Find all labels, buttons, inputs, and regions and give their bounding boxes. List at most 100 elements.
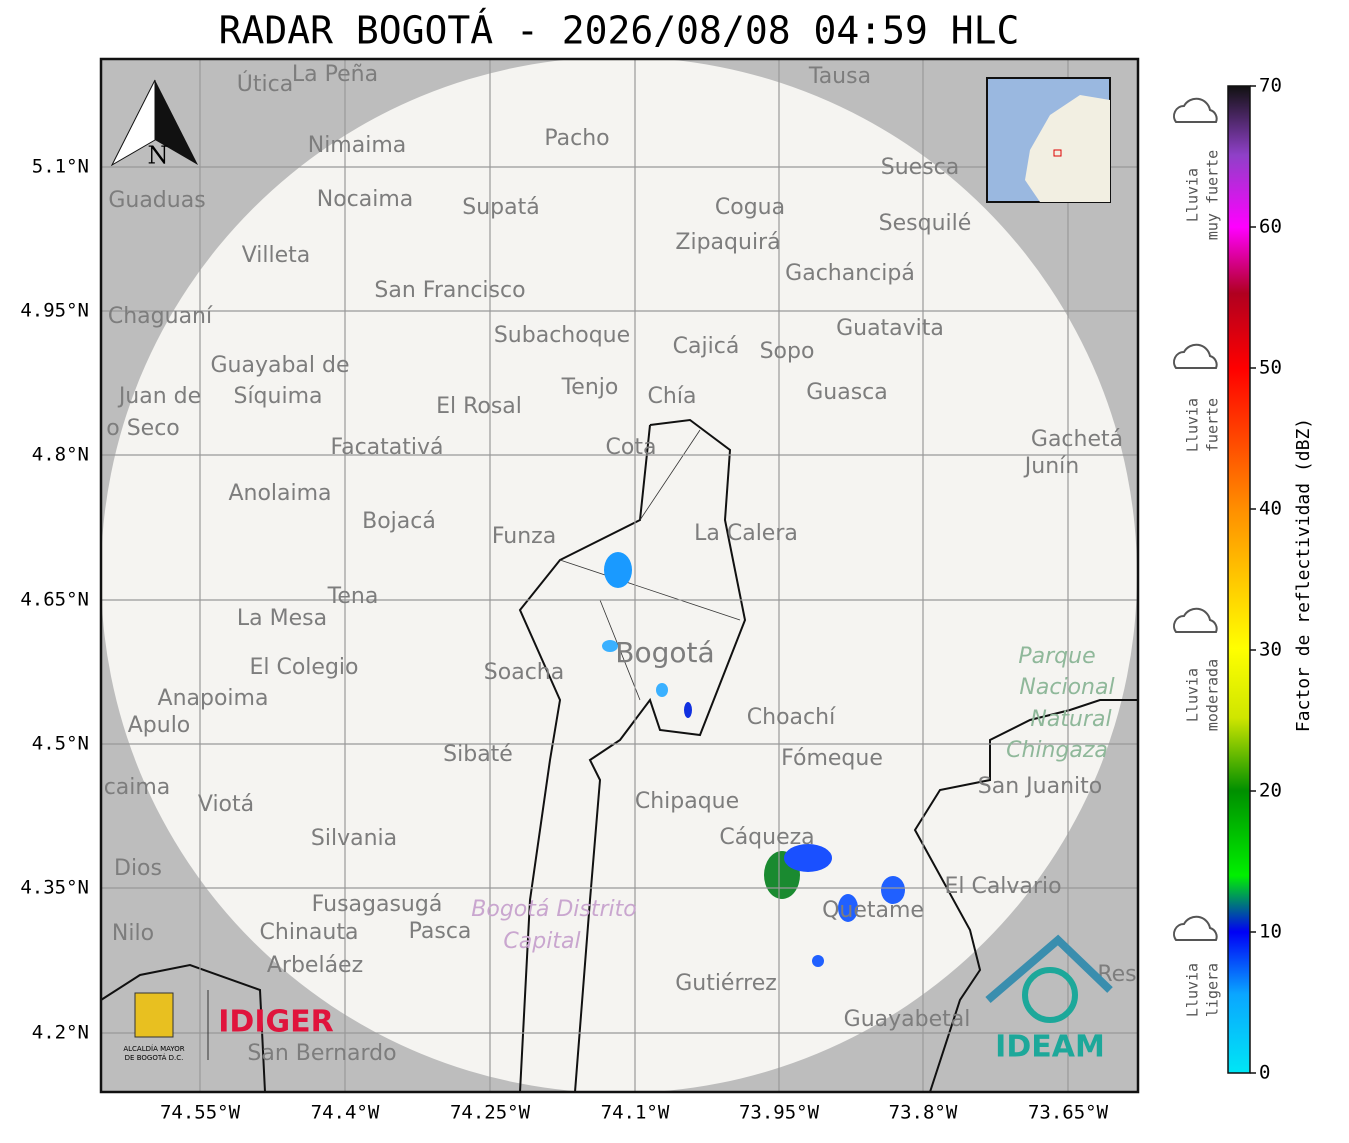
north-arrow xyxy=(155,80,198,165)
place-label: Fusagasugá xyxy=(312,892,443,917)
lon-tick-label: 74.55°W xyxy=(160,1102,241,1124)
place-label: Sibaté xyxy=(443,742,513,767)
place-label: El Rosal xyxy=(436,394,522,419)
place-label: El Colegio xyxy=(249,655,358,680)
logo-ideam: IDEAM xyxy=(995,1030,1105,1065)
boundary xyxy=(518,418,747,1092)
place-label: Funza xyxy=(492,524,556,549)
place-label: Cáqueza xyxy=(719,825,814,850)
place-label: Pasca xyxy=(409,919,472,944)
logo-text: DE BOGOTÁ D.C. xyxy=(125,1053,184,1062)
lon-tick-label: 74.25°W xyxy=(450,1102,531,1124)
place-label: Anapoima xyxy=(158,686,269,711)
colorbar-tick-label: 30 xyxy=(1259,639,1282,661)
place-label: Juan de xyxy=(117,384,201,409)
place-label: La Peña xyxy=(292,62,378,87)
place-label: Tausa xyxy=(808,64,871,89)
place-label: Supatá xyxy=(462,195,539,220)
place-label: La Calera xyxy=(694,521,798,546)
boundary xyxy=(101,699,1138,1092)
lon-tick-label: 74.1°W xyxy=(601,1102,670,1124)
place-label: Nocaima xyxy=(317,187,414,212)
logo-text: ALCALDÍA MAYOR xyxy=(123,1044,184,1053)
place-label: Útica xyxy=(237,71,293,97)
weather-icon xyxy=(1173,915,1218,941)
place-label: Bogotá Distrito xyxy=(471,897,636,922)
rain-level-label: Lluvia xyxy=(1184,398,1202,452)
place-label: Guayabetal xyxy=(844,1007,971,1032)
colorbar xyxy=(1227,85,1251,1074)
lat-tick-label: 4.8°N xyxy=(32,444,89,466)
logo-ideam-roof xyxy=(985,934,1113,1004)
lon-tick-label: 73.65°W xyxy=(1028,1102,1109,1124)
place-label: Gutiérrez xyxy=(675,971,777,996)
colorbar-tick-label: 50 xyxy=(1259,357,1282,379)
inset-land xyxy=(1025,95,1110,202)
place-label: Villeta xyxy=(242,243,311,268)
colorbar-tick-label: 0 xyxy=(1259,1062,1270,1084)
place-label: Chipaque xyxy=(635,789,739,814)
place-label: Anolaima xyxy=(228,481,331,506)
place-label: Fómeque xyxy=(781,746,883,771)
place-label: Subachoque xyxy=(494,323,630,348)
place-label: Nacional xyxy=(1019,675,1114,700)
lat-tick-label: 4.5°N xyxy=(32,733,89,755)
lat-tick-label: 5.1°N xyxy=(32,156,89,178)
place-label: Parque xyxy=(1018,644,1095,669)
rain-level-label: Lluvia xyxy=(1184,963,1202,1017)
weather-icon xyxy=(1173,97,1218,123)
place-label: Guayabal de xyxy=(210,353,349,378)
colorbar-tick-label: 40 xyxy=(1259,498,1282,520)
place-label: Apulo xyxy=(128,713,191,738)
place-label: Guatavita xyxy=(836,316,944,341)
logo-idiger: IDIGER xyxy=(218,1005,333,1040)
place-label: Cota xyxy=(606,435,657,460)
place-label: Cajicá xyxy=(673,334,740,359)
colorbar-tick-label: 10 xyxy=(1259,921,1282,943)
place-label: Viotá xyxy=(198,792,254,817)
rain-level-label: fuerte xyxy=(1204,398,1222,452)
place-label: Pacho xyxy=(544,126,609,151)
place-label: Arbeláez xyxy=(267,953,363,978)
place-label: Nilo xyxy=(112,921,154,946)
place-label: o Seco xyxy=(106,416,180,441)
place-label: Quetame xyxy=(822,898,924,923)
place-label: Cogua xyxy=(715,195,785,220)
title: RADAR BOGOTÁ - 2026/08/08 04:59 HLC xyxy=(219,9,1020,53)
lat-tick-label: 4.65°N xyxy=(20,589,89,611)
place-label: San Juanito xyxy=(978,774,1102,799)
place-label: Bojacá xyxy=(362,509,436,534)
logo-ideam-swirl xyxy=(1022,967,1078,1023)
lat-tick-label: 4.35°N xyxy=(20,877,89,899)
place-label: San Bernardo xyxy=(247,1041,396,1066)
map-frame xyxy=(99,57,1140,1094)
place-label: Junín xyxy=(1023,454,1079,479)
place-label: Soacha xyxy=(484,660,564,685)
place-label: San Francisco xyxy=(374,278,525,303)
place-label: caima xyxy=(104,775,171,800)
place-label: Tenjo xyxy=(561,375,619,400)
place-label: Guaduas xyxy=(108,188,205,213)
place-label: Silvania xyxy=(311,826,397,851)
lon-tick-label: 73.95°W xyxy=(739,1102,820,1124)
place-label: Gachetá xyxy=(1031,427,1123,452)
place-label: Choachí xyxy=(747,705,836,730)
north-label: N xyxy=(148,142,169,170)
place-label: Dios xyxy=(114,856,162,881)
lat-tick-label: 4.95°N xyxy=(20,300,89,322)
weather-icon xyxy=(1173,607,1218,633)
place-label: La Mesa xyxy=(237,606,327,631)
colorbar-tick-label: 20 xyxy=(1259,780,1282,802)
place-label: Chaguaní xyxy=(108,304,213,329)
place-label: Guasca xyxy=(806,380,888,405)
logo-shield xyxy=(134,992,174,1038)
place-label: Chía xyxy=(648,384,697,409)
place-label: Sopo xyxy=(760,339,815,364)
place-label: Natural xyxy=(1030,707,1111,732)
place-label: Nimaima xyxy=(308,133,407,158)
rain-level-label: ligera xyxy=(1204,963,1222,1017)
inset-marker xyxy=(1053,149,1062,157)
lon-tick-label: 73.8°W xyxy=(889,1102,958,1124)
